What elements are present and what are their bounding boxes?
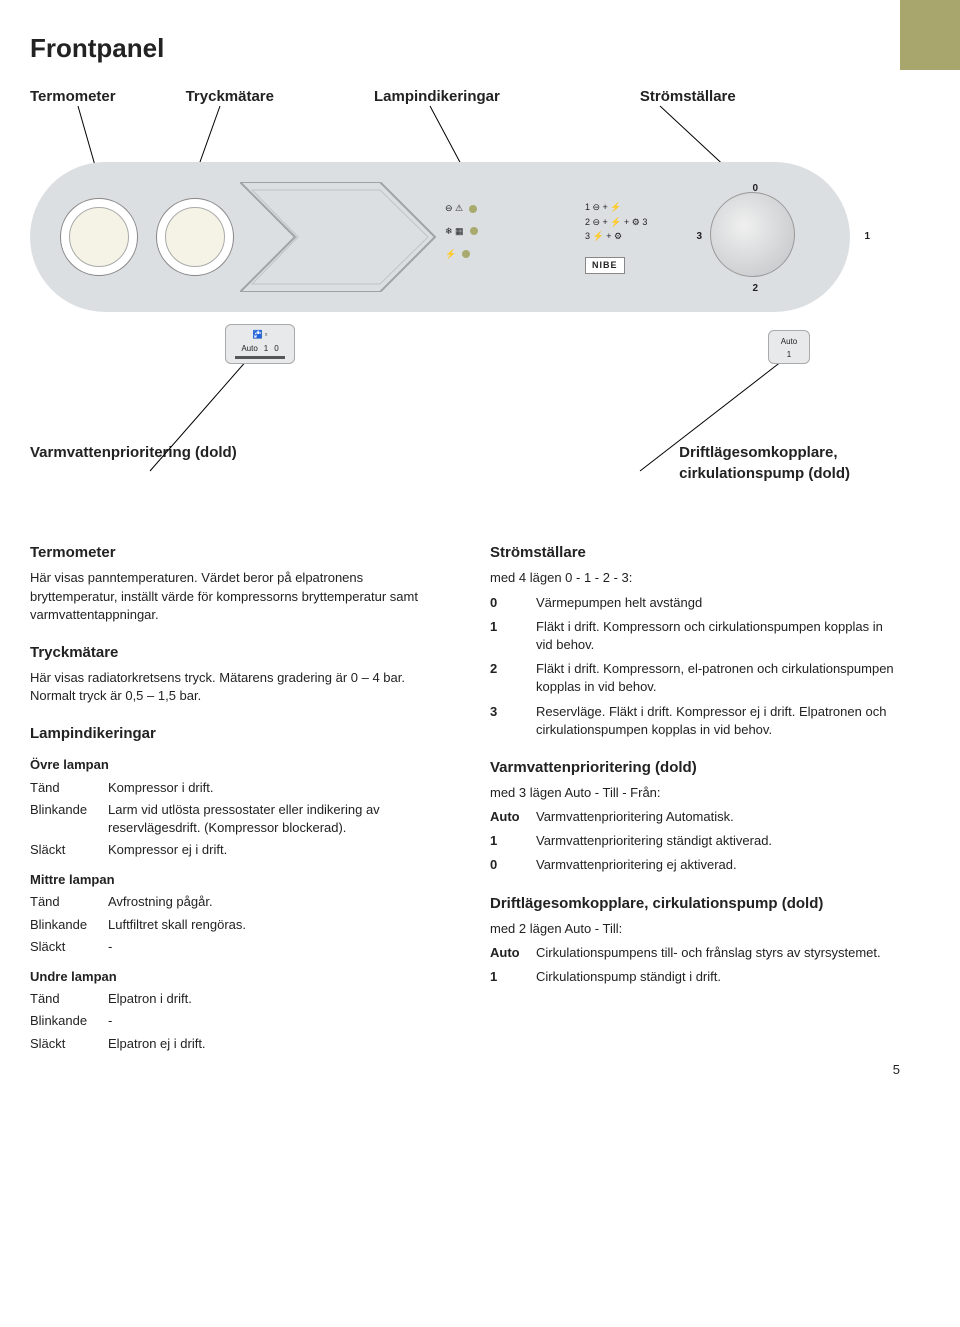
aux-switch-right[interactable]: Auto 1 (768, 330, 810, 364)
list-undre: TändElpatron i drift. Blinkande- SläcktE… (30, 990, 440, 1053)
list-vvp: AutoVarmvattenprioritering Automatisk. 1… (490, 808, 900, 875)
chevron-graphic (240, 182, 440, 292)
list-drift: AutoCirkulationspumpens till- och frånsl… (490, 944, 900, 986)
label-drift: Driftlägesomkopplare, cirkulationspump (… (679, 442, 850, 484)
aux-switch-left[interactable]: 🚰 ▫ Auto 1 0 (225, 324, 295, 364)
label-vvp: Varmvattenprioritering (dold) (30, 442, 237, 484)
page-number: 5 (893, 1061, 900, 1079)
led-mid (470, 227, 478, 235)
label-termometer: Termometer (30, 86, 116, 107)
label-lampindikeringar: Lampindikeringar (374, 86, 500, 107)
list-strom: 0Värmepumpen helt avstängd 1Fläkt i drif… (490, 594, 900, 739)
left-column: Termometer Här visas panntemperaturen. V… (30, 524, 440, 1058)
temp-gauge (60, 198, 138, 276)
h-drift: Driftlägesomkopplare, cirkulationspump (… (490, 893, 900, 914)
side-tab (900, 0, 960, 70)
p-tryckmatare: Här visas radiatorkretsens tryck. Mätare… (30, 669, 440, 705)
led-bot (462, 250, 470, 258)
h-lampindikeringar: Lampindikeringar (30, 723, 440, 744)
h-vvp: Varmvattenprioritering (dold) (490, 757, 900, 778)
list-mittre: TändAvfrostning pågår. BlinkandeLuftfilt… (30, 893, 440, 956)
label-tryckmatare: Tryckmätare (186, 86, 274, 107)
knob-pos-2: 2 (752, 282, 758, 296)
h-ovre: Övre lampan (30, 756, 440, 774)
nibe-badge: NIBE (585, 257, 625, 274)
h-mittre: Mittre lampan (30, 871, 440, 889)
top-labels-row: Termometer Tryckmätare Lampindikeringar … (30, 86, 900, 107)
led-top (469, 205, 477, 213)
mode-knob[interactable] (710, 192, 795, 277)
pressure-gauge (156, 198, 234, 276)
list-ovre: TändKompressor i drift. BlinkandeLarm vi… (30, 779, 440, 860)
knob-pos-1: 1 (864, 230, 870, 244)
p-drift-intro: med 2 lägen Auto - Till: (490, 920, 900, 938)
h-undre: Undre lampan (30, 968, 440, 986)
led-indicators: ⊖ ⚠ ❄ ▦ ⚡ (445, 202, 478, 260)
h-stromstallare: Strömställare (490, 542, 900, 563)
h-termometer: Termometer (30, 542, 440, 563)
right-column: Strömställare med 4 lägen 0 - 1 - 2 - 3:… (490, 524, 900, 1058)
knob-pos-3: 3 (696, 230, 702, 244)
p-termometer: Här visas panntemperaturen. Värdet beror… (30, 569, 440, 624)
bottom-labels: Varmvattenprioritering (dold) Driftläges… (30, 442, 850, 484)
knob-pos-0: 0 (752, 182, 758, 196)
p-vvp-intro: med 3 lägen Auto - Till - Från: (490, 784, 900, 802)
switch-labels: 1 ⊖ + ⚡ 2 ⊖ + ⚡ + ⚙ 3 3 ⚡ + ⚙ (585, 200, 647, 243)
frontpanel-diagram: Termometer Tryckmätare Lampindikeringar … (30, 86, 900, 484)
page-title: Frontpanel (30, 30, 900, 66)
panel-body: ⊖ ⚠ ❄ ▦ ⚡ 1 ⊖ + ⚡ 2 ⊖ + ⚡ + ⚙ 3 3 ⚡ + ⚙ … (30, 162, 850, 312)
h-tryckmatare: Tryckmätare (30, 642, 440, 663)
label-stromstallare: Strömställare (640, 86, 736, 107)
p-strom-intro: med 4 lägen 0 - 1 - 2 - 3: (490, 569, 900, 587)
